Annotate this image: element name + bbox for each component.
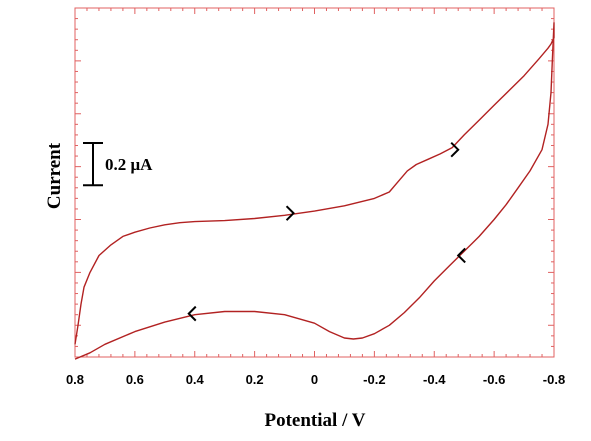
x-tick-label: 0.8: [66, 372, 84, 387]
direction-arrow: [456, 247, 466, 264]
direction-arrow: [187, 305, 197, 322]
x-tick-label: -0.2: [363, 372, 385, 387]
x-tick-label: -0.8: [543, 372, 565, 387]
scale-bar-label: 0.2 μA: [105, 155, 153, 174]
cv-series-line: [74, 22, 555, 360]
x-axis-title: Potential / V: [265, 410, 366, 431]
x-tick-label: -0.4: [423, 372, 446, 387]
x-tick-label: 0.6: [126, 372, 144, 387]
direction-arrow: [450, 142, 460, 158]
x-tick-label: -0.6: [483, 372, 505, 387]
y-axis-title: Current: [44, 142, 65, 209]
x-tick-labels: 0.8 0.6 0.4 0.2 0 -0.2 -0.4 -0.6 -0.8: [66, 372, 565, 387]
x-tick-label: 0: [311, 372, 318, 387]
cv-curve: [74, 22, 555, 360]
current-scale-bar: 0.2 μA: [83, 142, 153, 187]
tick-marks: [74, 7, 555, 358]
x-tick-label: 0.4: [186, 372, 205, 387]
plot-frame: [74, 7, 555, 358]
direction-arrow: [285, 205, 295, 221]
plot-border: [74, 7, 555, 358]
direction-arrows: [187, 142, 466, 322]
x-tick-label: 0.2: [246, 372, 264, 387]
